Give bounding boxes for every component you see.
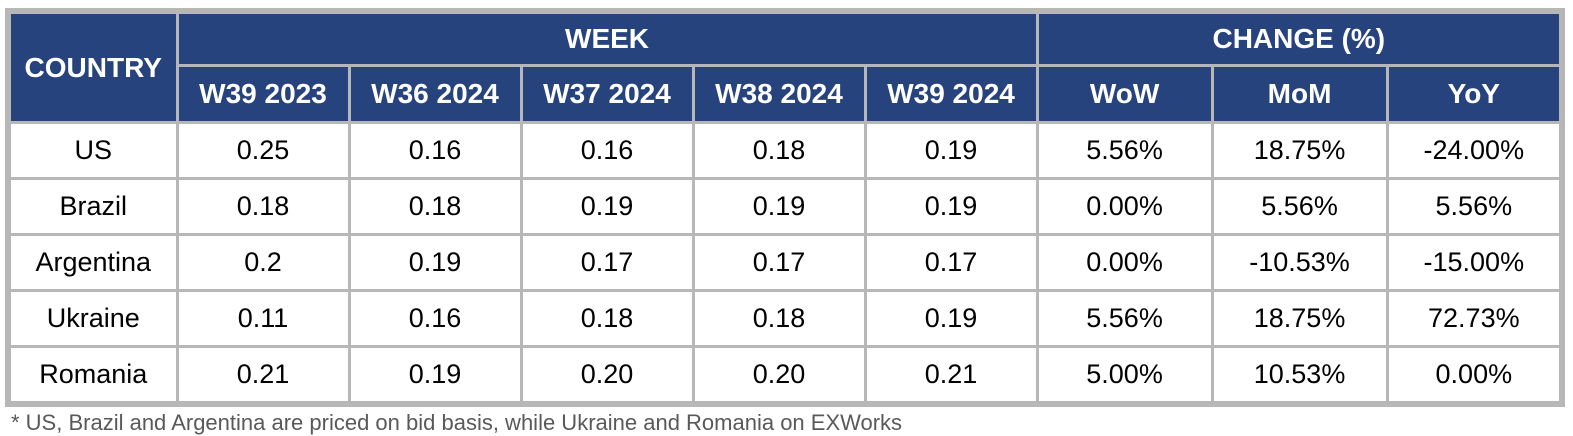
price-cell: 0.19 — [347, 345, 523, 406]
table-row-us: US 0.25 0.16 0.16 0.18 0.19 5.56% 18.75%… — [6, 121, 1564, 180]
price-cell: 0.16 — [347, 289, 523, 348]
price-cell: 0.18 — [691, 121, 867, 180]
week-col-header-w39-2024: W39 2024 — [863, 64, 1039, 124]
change-cell: 5.56% — [1385, 177, 1564, 236]
table-row-brazil: Brazil 0.18 0.18 0.19 0.19 0.19 0.00% 5.… — [6, 177, 1564, 236]
change-col-header-mom: MoM — [1210, 64, 1389, 124]
price-cell: 0.19 — [347, 233, 523, 292]
change-cell: -10.53% — [1210, 233, 1389, 292]
table-row-argentina: Argentina 0.2 0.19 0.17 0.17 0.17 0.00% … — [6, 233, 1564, 292]
country-cell: Romania — [6, 345, 179, 406]
change-cell: 0.00% — [1385, 345, 1564, 406]
change-cell: -15.00% — [1385, 233, 1564, 292]
price-cell: 0.18 — [347, 177, 523, 236]
price-cell: 0.11 — [175, 289, 351, 348]
price-cell: 0.21 — [175, 345, 351, 406]
country-cell: US — [6, 121, 179, 180]
week-col-header-w36-2024: W36 2024 — [347, 64, 523, 124]
week-col-header-w37-2024: W37 2024 — [519, 64, 695, 124]
change-col-header-wow: WoW — [1035, 64, 1214, 124]
change-cell: -24.00% — [1385, 121, 1564, 180]
header-change-group: CHANGE (%) — [1035, 9, 1564, 67]
change-cell: 5.00% — [1035, 345, 1214, 406]
country-cell: Brazil — [6, 177, 179, 236]
table-stage: COUNTRY WEEK CHANGE (%) W39 2023 W36 202… — [5, 8, 1568, 436]
price-cell: 0.25 — [175, 121, 351, 180]
footnote: * US, Brazil and Argentina are priced on… — [11, 410, 903, 435]
price-cell: 0.19 — [691, 177, 867, 236]
change-cell: 18.75% — [1210, 289, 1389, 348]
table-row-romania: Romania 0.21 0.19 0.20 0.20 0.21 5.00% 1… — [6, 345, 1564, 406]
price-cell: 0.16 — [347, 121, 523, 180]
change-cell: 5.56% — [1035, 289, 1214, 348]
price-cell: 0.17 — [691, 233, 867, 292]
change-cell: 0.00% — [1035, 233, 1214, 292]
price-cell: 0.16 — [519, 121, 695, 180]
price-cell: 0.19 — [863, 289, 1039, 348]
table-row-ukraine: Ukraine 0.11 0.16 0.18 0.18 0.19 5.56% 1… — [6, 289, 1564, 348]
change-cell: 5.56% — [1035, 121, 1214, 180]
price-cell: 0.17 — [519, 233, 695, 292]
week-col-header-w38-2024: W38 2024 — [691, 64, 867, 124]
price-cell: 0.18 — [691, 289, 867, 348]
price-cell: 0.20 — [519, 345, 695, 406]
price-cell: 0.21 — [863, 345, 1039, 406]
week-col-header-w39-2023: W39 2023 — [175, 64, 351, 124]
price-cell: 0.19 — [863, 121, 1039, 180]
country-week-price-table: COUNTRY WEEK CHANGE (%) W39 2023 W36 202… — [5, 8, 1566, 407]
price-cell: 0.18 — [175, 177, 351, 236]
price-cell: 0.2 — [175, 233, 351, 292]
change-cell: 10.53% — [1210, 345, 1389, 406]
header-country: COUNTRY — [6, 9, 179, 124]
change-cell: 72.73% — [1385, 289, 1564, 348]
country-cell: Argentina — [6, 233, 179, 292]
change-col-header-yoy: YoY — [1385, 64, 1564, 124]
change-cell: 0.00% — [1035, 177, 1214, 236]
country-cell: Ukraine — [6, 289, 179, 348]
price-cell: 0.19 — [863, 177, 1039, 236]
change-cell: 5.56% — [1210, 177, 1389, 236]
header-week-group: WEEK — [175, 9, 1039, 67]
price-cell: 0.17 — [863, 233, 1039, 292]
change-cell: 18.75% — [1210, 121, 1389, 180]
price-cell: 0.18 — [519, 289, 695, 348]
price-cell: 0.20 — [691, 345, 867, 406]
price-cell: 0.19 — [519, 177, 695, 236]
